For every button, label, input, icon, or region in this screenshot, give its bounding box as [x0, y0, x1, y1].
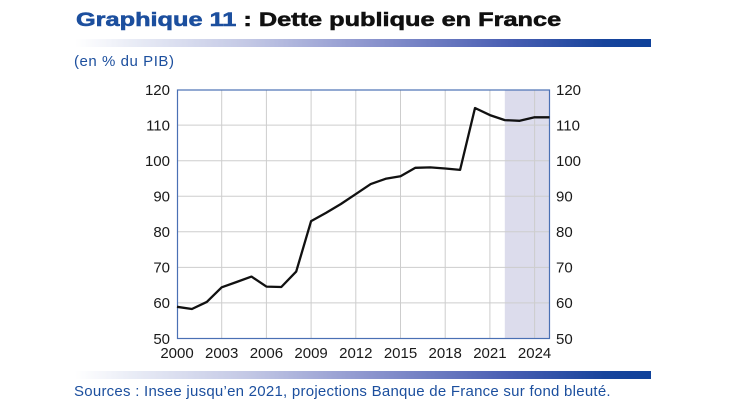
- svg-text:50: 50: [153, 331, 170, 348]
- svg-text:70: 70: [153, 260, 170, 277]
- svg-text:80: 80: [153, 224, 170, 241]
- svg-text:2018: 2018: [429, 345, 462, 362]
- svg-text:50: 50: [556, 331, 573, 348]
- svg-text:2009: 2009: [294, 345, 327, 362]
- svg-text:100: 100: [556, 153, 581, 170]
- svg-text:60: 60: [556, 295, 573, 312]
- svg-text:2006: 2006: [250, 345, 283, 362]
- svg-text:120: 120: [556, 82, 581, 99]
- svg-text:2012: 2012: [339, 345, 372, 362]
- svg-text:90: 90: [556, 189, 573, 206]
- svg-text:100: 100: [145, 153, 170, 170]
- svg-text:90: 90: [153, 189, 170, 206]
- svg-text:70: 70: [556, 260, 573, 277]
- svg-text:60: 60: [153, 295, 170, 312]
- svg-text:2003: 2003: [205, 345, 238, 362]
- svg-text:120: 120: [145, 82, 170, 99]
- svg-text:2024: 2024: [518, 345, 551, 362]
- svg-text:2000: 2000: [160, 345, 193, 362]
- svg-text:80: 80: [556, 224, 573, 241]
- svg-text:2015: 2015: [384, 345, 417, 362]
- svg-text:2021: 2021: [473, 345, 506, 362]
- svg-text:110: 110: [556, 117, 580, 134]
- svg-text:110: 110: [146, 117, 170, 134]
